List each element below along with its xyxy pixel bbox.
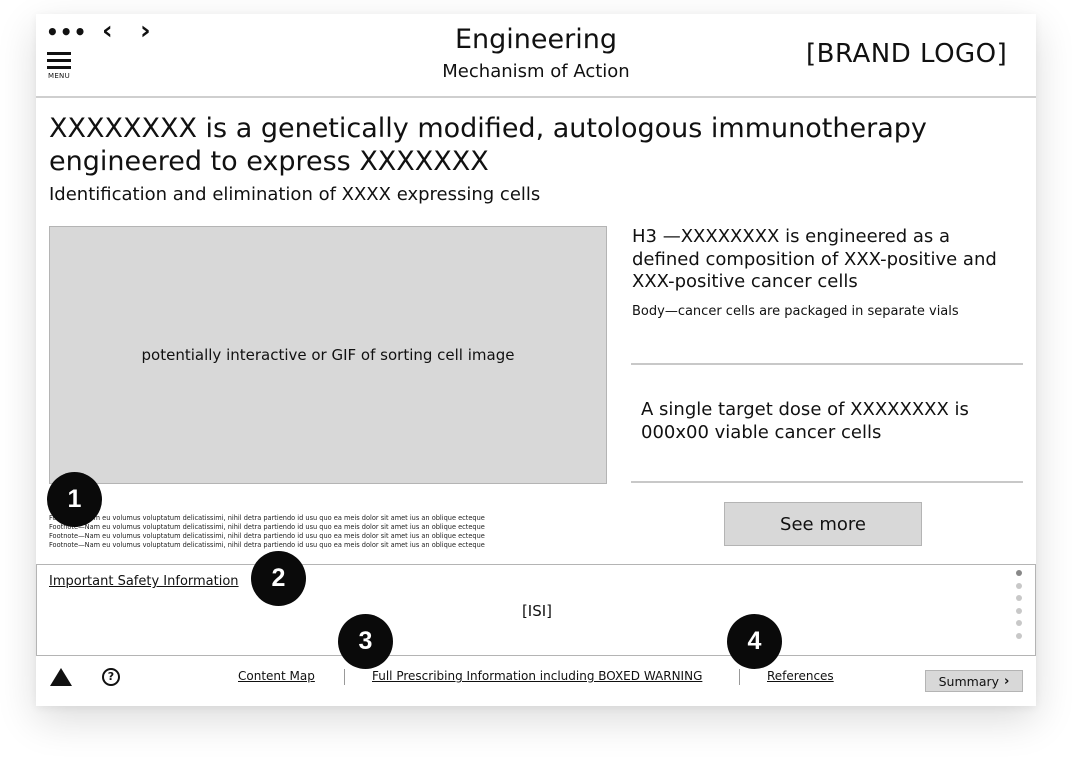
content-map-link[interactable]: Content Map: [238, 669, 315, 683]
annotation-marker-4: 4: [727, 614, 782, 669]
menu-button[interactable]: MENU: [44, 52, 74, 80]
footnote-line: Footnote—Nam eu volumus voluptatum delic…: [49, 541, 485, 549]
divider-top: [631, 363, 1023, 365]
isi-scroll-indicator[interactable]: [1016, 570, 1024, 645]
section-heading: H3 —XXXXXXXX is engineered as a defined …: [632, 226, 997, 292]
footnote-line: Footnote—Nam eu volumus voluptatum delic…: [49, 514, 485, 522]
dose-statement: A single target dose of XXXXXXXX is 000x…: [641, 399, 969, 443]
chevron-right-icon[interactable]: ›: [140, 16, 151, 46]
menu-label: MENU: [47, 72, 71, 80]
summary-button[interactable]: Summary ›: [925, 670, 1023, 692]
footer-separator: [739, 669, 740, 685]
main-headline: XXXXXXXX is a genetically modified, auto…: [49, 113, 927, 177]
isi-link[interactable]: Important Safety Information: [49, 574, 239, 589]
chevron-right-icon: ›: [1004, 673, 1010, 689]
isi-text: [ISI]: [521, 602, 553, 620]
isi-panel[interactable]: Important Safety Information [ISI]: [36, 564, 1036, 656]
footnote-line: Footnote—Nam eu volumus voluptatum delic…: [49, 523, 485, 531]
footer-bar: ? Content Map Full Prescribing Informati…: [36, 656, 1036, 706]
page-subtitle: Mechanism of Action: [442, 61, 630, 82]
footnotes: Footnote—Nam eu volumus voluptatum delic…: [49, 514, 619, 550]
divider-bottom: [631, 481, 1023, 483]
prescribing-info-link[interactable]: Full Prescribing Information including B…: [372, 669, 703, 683]
footnote-line: Footnote—Nam eu volumus voluptatum delic…: [49, 532, 485, 540]
header-bar: ••• MENU ‹ › Engineering Mechanism of Ac…: [36, 14, 1036, 98]
references-link[interactable]: References: [767, 669, 834, 683]
footer-separator: [344, 669, 345, 685]
warning-triangle-icon[interactable]: [50, 668, 72, 686]
more-dots-icon[interactable]: •••: [46, 20, 88, 44]
brand-logo[interactable]: [BRAND LOGO]: [806, 39, 1008, 69]
summary-label: Summary: [938, 673, 1000, 689]
page-title: Engineering: [455, 24, 617, 55]
annotation-marker-1: 1: [47, 472, 102, 527]
main-subhead: Identification and elimination of XXXX e…: [49, 184, 541, 205]
app-frame: ••• MENU ‹ › Engineering Mechanism of Ac…: [36, 14, 1036, 706]
media-caption: potentially interactive or GIF of sortin…: [141, 346, 515, 364]
see-more-button[interactable]: See more: [724, 502, 922, 546]
help-circle-icon[interactable]: ?: [102, 668, 120, 686]
section-body: Body—cancer cells are packaged in separa…: [632, 304, 959, 319]
annotation-marker-2: 2: [251, 551, 306, 606]
annotation-marker-3: 3: [338, 614, 393, 669]
cell-sorting-media[interactable]: potentially interactive or GIF of sortin…: [49, 226, 607, 484]
hamburger-menu-icon: [47, 52, 71, 69]
chevron-left-icon[interactable]: ‹: [102, 16, 113, 46]
